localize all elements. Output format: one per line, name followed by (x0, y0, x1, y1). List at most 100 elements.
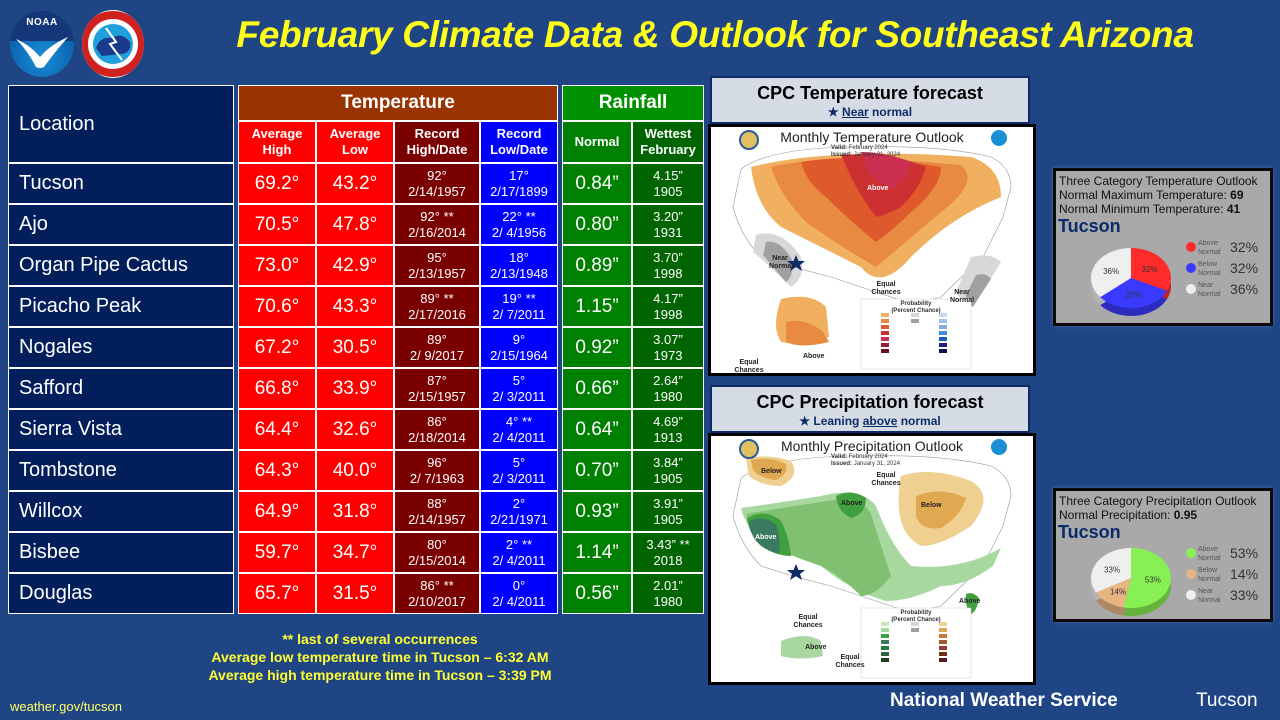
record-high-cell: 89° 2/ 9/2017 (394, 327, 480, 368)
legend-percent: 36% (1230, 281, 1259, 297)
legend-dot-icon (1186, 242, 1196, 252)
table-row: Willcox 64.9° 31.8° 88° 2/14/1957 2° 2/21/1971… (8, 491, 704, 532)
precip-forecast-title: CPC Precipitation forecast (756, 392, 984, 412)
noaa-small-icon (991, 439, 1007, 455)
legend-label: Below Normal (1198, 261, 1221, 277)
table-row: Picacho Peak 70.6° 43.3° 89° ** 2/17/2016 19°… (8, 286, 704, 327)
temp-outlook-panel: Three Category Temperature Outlook Norma… (1053, 168, 1273, 326)
location-cell: Willcox (8, 491, 234, 532)
normal-rain-cell: 0.70” (562, 450, 632, 491)
legend-dot-icon (1186, 569, 1196, 579)
pie-slice-above-normal (1123, 548, 1171, 608)
map-label: Above (755, 534, 777, 541)
wettest-cell: 2.01” 1980 (632, 573, 704, 614)
record-high-cell: 86° 2/18/2014 (394, 409, 480, 450)
precip-map-title: Monthly Precipitation Outlook (780, 438, 964, 454)
wettest-cell: 3.70” 1998 (632, 245, 704, 286)
record-high-cell: 92° 2/14/1957 (394, 163, 480, 204)
noaa-logo: NOAA (10, 11, 74, 77)
map-label: Above (805, 644, 827, 651)
map-legend-title: Probability (Percent Chance) (891, 301, 941, 314)
record-high-header: Record High/Date (394, 121, 480, 163)
precip-outlook-title: Three Category Precipitation Outlook (1059, 494, 1257, 508)
map-label: Above (959, 598, 981, 605)
avg-high-cell: 70.6° (238, 286, 316, 327)
legend-label: Above Normal (1198, 240, 1221, 256)
doc-seal-icon (739, 130, 759, 150)
pie-slice-below-normal (1095, 578, 1131, 608)
star-icon: ★ (799, 414, 811, 428)
map-label: Equal Chances (793, 614, 823, 629)
map-label: Below (921, 502, 942, 509)
record-high-cell: 92° ** 2/16/2014 (394, 204, 480, 245)
temp-map-graphic (732, 146, 1012, 370)
climate-table: Location Temperature Rainfall Average Hig… (8, 85, 704, 614)
precip-map-dates: Valid: February 2024 Issued: January 31, … (831, 454, 901, 467)
location-cell: Sierra Vista (8, 409, 234, 450)
map-label: Near Normal (769, 255, 794, 270)
rainfall-header: Rainfall (562, 85, 704, 121)
wettest-cell: 2.64” 1980 (632, 368, 704, 409)
avg-low-header: Average Low (316, 121, 394, 163)
footer-office: Tucson (1196, 690, 1258, 711)
normal-rain-cell: 0.66” (562, 368, 632, 409)
location-header: Location (8, 85, 234, 163)
star-icon: ★ (827, 105, 839, 119)
legend-percent: 32% (1230, 239, 1259, 255)
avg-low-cell: 42.9° (316, 245, 394, 286)
record-low-cell: 4° ** 2/ 4/2011 (480, 409, 558, 450)
map-label: Equal Chances (871, 472, 901, 487)
location-cell: Organ Pipe Cactus (8, 245, 234, 286)
wettest-cell: 4.17” 1998 (632, 286, 704, 327)
avg-low-cell: 31.5° (316, 573, 394, 614)
legend-percent: 14% (1230, 566, 1259, 582)
footnote-low-time: Average low temperature time in Tucson –… (211, 649, 549, 665)
record-high-cell: 96° 2/ 7/1963 (394, 450, 480, 491)
record-low-cell: 17° 2/17/1899 (480, 163, 558, 204)
website-link[interactable]: weather.gov/tucson (10, 699, 123, 714)
precip-outlook-city: Tucson (1058, 522, 1121, 542)
pie-slice-label: 33% (1104, 566, 1120, 575)
wettest-cell: 3.20” 1931 (632, 204, 704, 245)
map-label: Above (867, 185, 889, 192)
location-cell: Tucson (8, 163, 234, 204)
page-title: February Climate Data & Outlook for Sout… (236, 14, 1194, 55)
precip-pie-chart: 53% 14% 33% (1091, 548, 1171, 616)
nws-seal-icon (82, 11, 144, 77)
legend-dot-icon (1186, 284, 1196, 294)
temp-forecast-subtitle: ★ Near normal (827, 105, 913, 119)
tucson-star-icon (787, 564, 805, 580)
normal-rain-cell: 0.89” (562, 245, 632, 286)
table-row: Ajo 70.5° 47.8° 92° ** 2/16/2014 22° ** 2/ 4/1… (8, 204, 704, 245)
avg-high-cell: 66.8° (238, 368, 316, 409)
legend-item: Above Normal 32% (1186, 239, 1270, 261)
temp-forecast-title: CPC Temperature forecast (757, 83, 983, 103)
normal-precip: Normal Precipitation: 0.95 (1059, 508, 1198, 522)
seagull-icon (16, 37, 68, 68)
record-high-cell: 86° ** 2/10/2017 (394, 573, 480, 614)
normal-rain-cell: 1.15” (562, 286, 632, 327)
record-low-cell: 22° ** 2/ 4/1956 (480, 204, 558, 245)
map-legend-title: Probability (Percent Chance) (891, 610, 941, 623)
precip-forecast-header: CPC Precipitation forecast ★ Leaning abo… (710, 385, 1030, 433)
pie-slice-above-normal (1131, 248, 1171, 291)
legend-item: Near Normal 36% (1186, 281, 1270, 303)
avg-low-cell: 43.2° (316, 163, 394, 204)
location-cell: Picacho Peak (8, 286, 234, 327)
avg-high-cell: 65.7° (238, 573, 316, 614)
wettest-cell: 4.69” 1913 (632, 409, 704, 450)
map-label: Near Normal (949, 289, 975, 304)
pie-slice-below-normal (1100, 278, 1168, 308)
temp-map-title: Monthly Temperature Outlook (780, 129, 964, 145)
avg-low-cell: 32.6° (316, 409, 394, 450)
footnote-high-time: Average high temperature time in Tucson … (208, 667, 552, 683)
legend-item: Above Normal 53% (1186, 545, 1270, 567)
record-low-cell: 2° 2/21/1971 (480, 491, 558, 532)
map-label: Above (803, 353, 825, 360)
legend-label: Near Normal (1198, 588, 1221, 604)
table-row: Sierra Vista 64.4° 32.6° 86° 2/18/2014 4° ** 2… (8, 409, 704, 450)
normal-rain-cell: 0.80” (562, 204, 632, 245)
avg-low-cell: 31.8° (316, 491, 394, 532)
table-row: Douglas 65.7° 31.5° 86° ** 2/10/2017 0° 2/ 4/2… (8, 573, 704, 614)
legend-dot-icon (1186, 263, 1196, 273)
